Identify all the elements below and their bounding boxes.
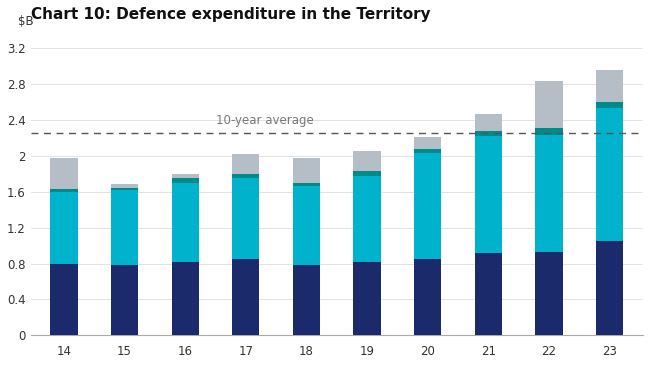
Bar <box>354 171 381 176</box>
Bar <box>50 189 77 192</box>
Bar <box>172 262 199 335</box>
Bar <box>354 262 381 335</box>
Bar <box>474 136 502 253</box>
Bar <box>354 176 381 262</box>
Bar <box>474 131 502 136</box>
Bar <box>172 183 199 262</box>
Bar <box>50 264 77 335</box>
Text: $B: $B <box>18 15 34 28</box>
Bar <box>596 241 623 335</box>
Bar <box>111 265 138 335</box>
Bar <box>474 253 502 335</box>
Bar <box>293 265 320 335</box>
Bar <box>111 190 138 265</box>
Bar <box>50 158 77 189</box>
Bar <box>50 192 77 264</box>
Bar <box>596 70 623 102</box>
Text: Chart 10: Defence expenditure in the Territory: Chart 10: Defence expenditure in the Ter… <box>31 7 430 22</box>
Bar <box>414 259 441 335</box>
Bar <box>172 174 199 178</box>
Bar <box>293 186 320 265</box>
Bar <box>232 178 259 259</box>
Bar <box>293 183 320 186</box>
Bar <box>414 137 441 150</box>
Bar <box>172 178 199 183</box>
Bar <box>111 184 138 188</box>
Bar <box>111 188 138 190</box>
Bar <box>293 158 320 183</box>
Bar <box>232 174 259 178</box>
Bar <box>232 259 259 335</box>
Bar <box>536 81 563 128</box>
Bar <box>232 154 259 174</box>
Bar <box>414 150 441 153</box>
Bar <box>536 128 563 135</box>
Bar <box>414 153 441 259</box>
Text: 10-year average: 10-year average <box>216 114 313 127</box>
Bar <box>536 252 563 335</box>
Bar <box>536 135 563 252</box>
Bar <box>354 151 381 171</box>
Bar <box>596 108 623 241</box>
Bar <box>596 102 623 108</box>
Bar <box>474 115 502 131</box>
